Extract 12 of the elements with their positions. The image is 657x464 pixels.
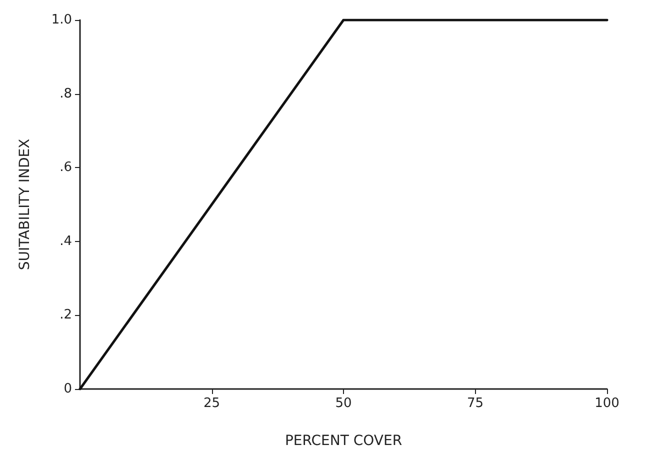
x-tick-label: 25 [203, 396, 220, 411]
y-tick-label: .8 [60, 86, 72, 102]
y-tick-label: 1.0 [51, 12, 72, 28]
y-tick-label: .2 [60, 308, 72, 323]
x-axis-title: PERCENT COVER [284, 433, 402, 449]
x-tick-label: 100 [594, 396, 620, 411]
y-axis-title: SUITABILITY INDEX [17, 138, 33, 270]
y-tick-label: .6 [60, 160, 72, 176]
y-tick-label: .4 [60, 234, 72, 249]
y-tick-label: 0 [64, 382, 72, 396]
x-tick-label: 75 [466, 396, 484, 411]
x-tick-label: 50 [335, 396, 352, 411]
